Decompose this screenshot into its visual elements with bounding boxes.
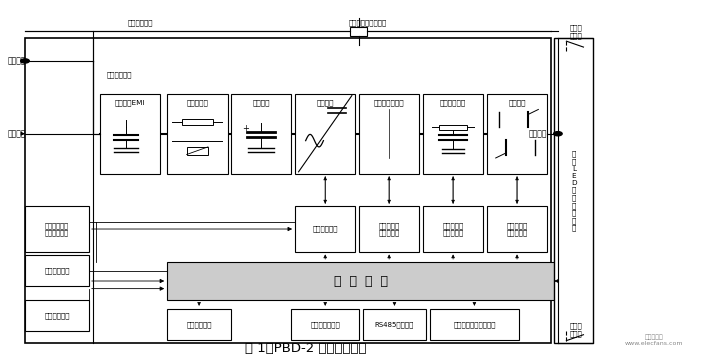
Text: 输出滤波单元: 输出滤波单元	[440, 99, 466, 106]
Text: 交流相位同步
跟踪检测单元: 交流相位同步 跟踪检测单元	[45, 222, 69, 236]
Bar	[99, 94, 160, 174]
Bar	[487, 206, 547, 252]
Bar	[291, 309, 359, 340]
Text: 电子旁路回路: 电子旁路回路	[107, 71, 132, 78]
Text: 静态开关切
换控制单元: 静态开关切 换控制单元	[506, 222, 528, 236]
Text: 输出隔离变压器: 输出隔离变压器	[374, 99, 405, 106]
Bar	[439, 125, 468, 130]
Text: 软启动单元: 软启动单元	[186, 99, 208, 106]
Text: 交流输出: 交流输出	[529, 129, 547, 138]
Bar	[167, 94, 228, 174]
Bar	[430, 309, 519, 340]
Bar	[25, 300, 89, 331]
Text: 维修旁路回路: 维修旁路回路	[128, 19, 154, 26]
Text: 输出声光报警信号单元: 输出声光报警信号单元	[453, 321, 496, 328]
Bar	[167, 262, 556, 300]
Text: 交流输入: 交流输入	[7, 56, 26, 65]
Text: 输出馈
线开关: 输出馈 线开关	[569, 322, 582, 336]
Text: 系统辅助电源: 系统辅助电源	[44, 267, 70, 274]
Text: 图 1、PBD-2 系统原理框图: 图 1、PBD-2 系统原理框图	[245, 342, 366, 355]
Text: 控  制  单  元: 控 制 单 元	[334, 274, 389, 287]
Polygon shape	[506, 140, 535, 155]
Text: 直流检测单元: 直流检测单元	[186, 321, 212, 328]
Bar	[423, 206, 484, 252]
Text: 电子发烧友
www.elecfans.com: 电子发烧友 www.elecfans.com	[624, 334, 683, 346]
Bar	[423, 94, 484, 174]
Text: 输出馈
线开关: 输出馈 线开关	[569, 25, 582, 39]
Text: 直流输入: 直流输入	[7, 129, 26, 138]
Text: 直流输入EMI: 直流输入EMI	[115, 99, 145, 106]
Text: 键盘及显示单元: 键盘及显示单元	[310, 321, 340, 328]
Text: 静态开关: 静态开关	[508, 99, 526, 106]
Bar	[25, 206, 89, 252]
Text: +: +	[242, 124, 249, 133]
Text: 输出反馈检
测控制单元: 输出反馈检 测控制单元	[442, 222, 464, 236]
Text: 交流检测单元: 交流检测单元	[44, 312, 70, 319]
Bar	[359, 94, 419, 174]
Bar	[231, 94, 291, 174]
Circle shape	[554, 132, 562, 136]
Bar	[25, 38, 551, 343]
Text: 逆变驱动单元: 逆变驱动单元	[312, 226, 338, 232]
Bar	[555, 38, 593, 343]
Bar	[167, 309, 231, 340]
Text: 面
板
L
E
D
工
作
流
程
指
示: 面 板 L E D 工 作 流 程 指 示	[571, 151, 576, 231]
Bar	[25, 255, 89, 286]
Bar	[359, 206, 419, 252]
Text: 维修旁路切换接触器: 维修旁路切换接触器	[348, 19, 386, 26]
Bar	[182, 119, 213, 125]
Bar	[295, 206, 355, 252]
Polygon shape	[500, 112, 528, 127]
Text: 原边电流检
测控制单元: 原边电流检 测控制单元	[378, 222, 399, 236]
Text: 滤波单元: 滤波单元	[252, 99, 270, 106]
Circle shape	[21, 59, 29, 63]
Bar	[186, 147, 208, 155]
Bar	[487, 94, 547, 174]
Bar	[295, 94, 355, 174]
Text: 逆变单元: 逆变单元	[316, 99, 334, 106]
Bar	[350, 27, 368, 36]
Bar	[362, 309, 426, 340]
Text: RS485通讯单元: RS485通讯单元	[375, 321, 414, 328]
